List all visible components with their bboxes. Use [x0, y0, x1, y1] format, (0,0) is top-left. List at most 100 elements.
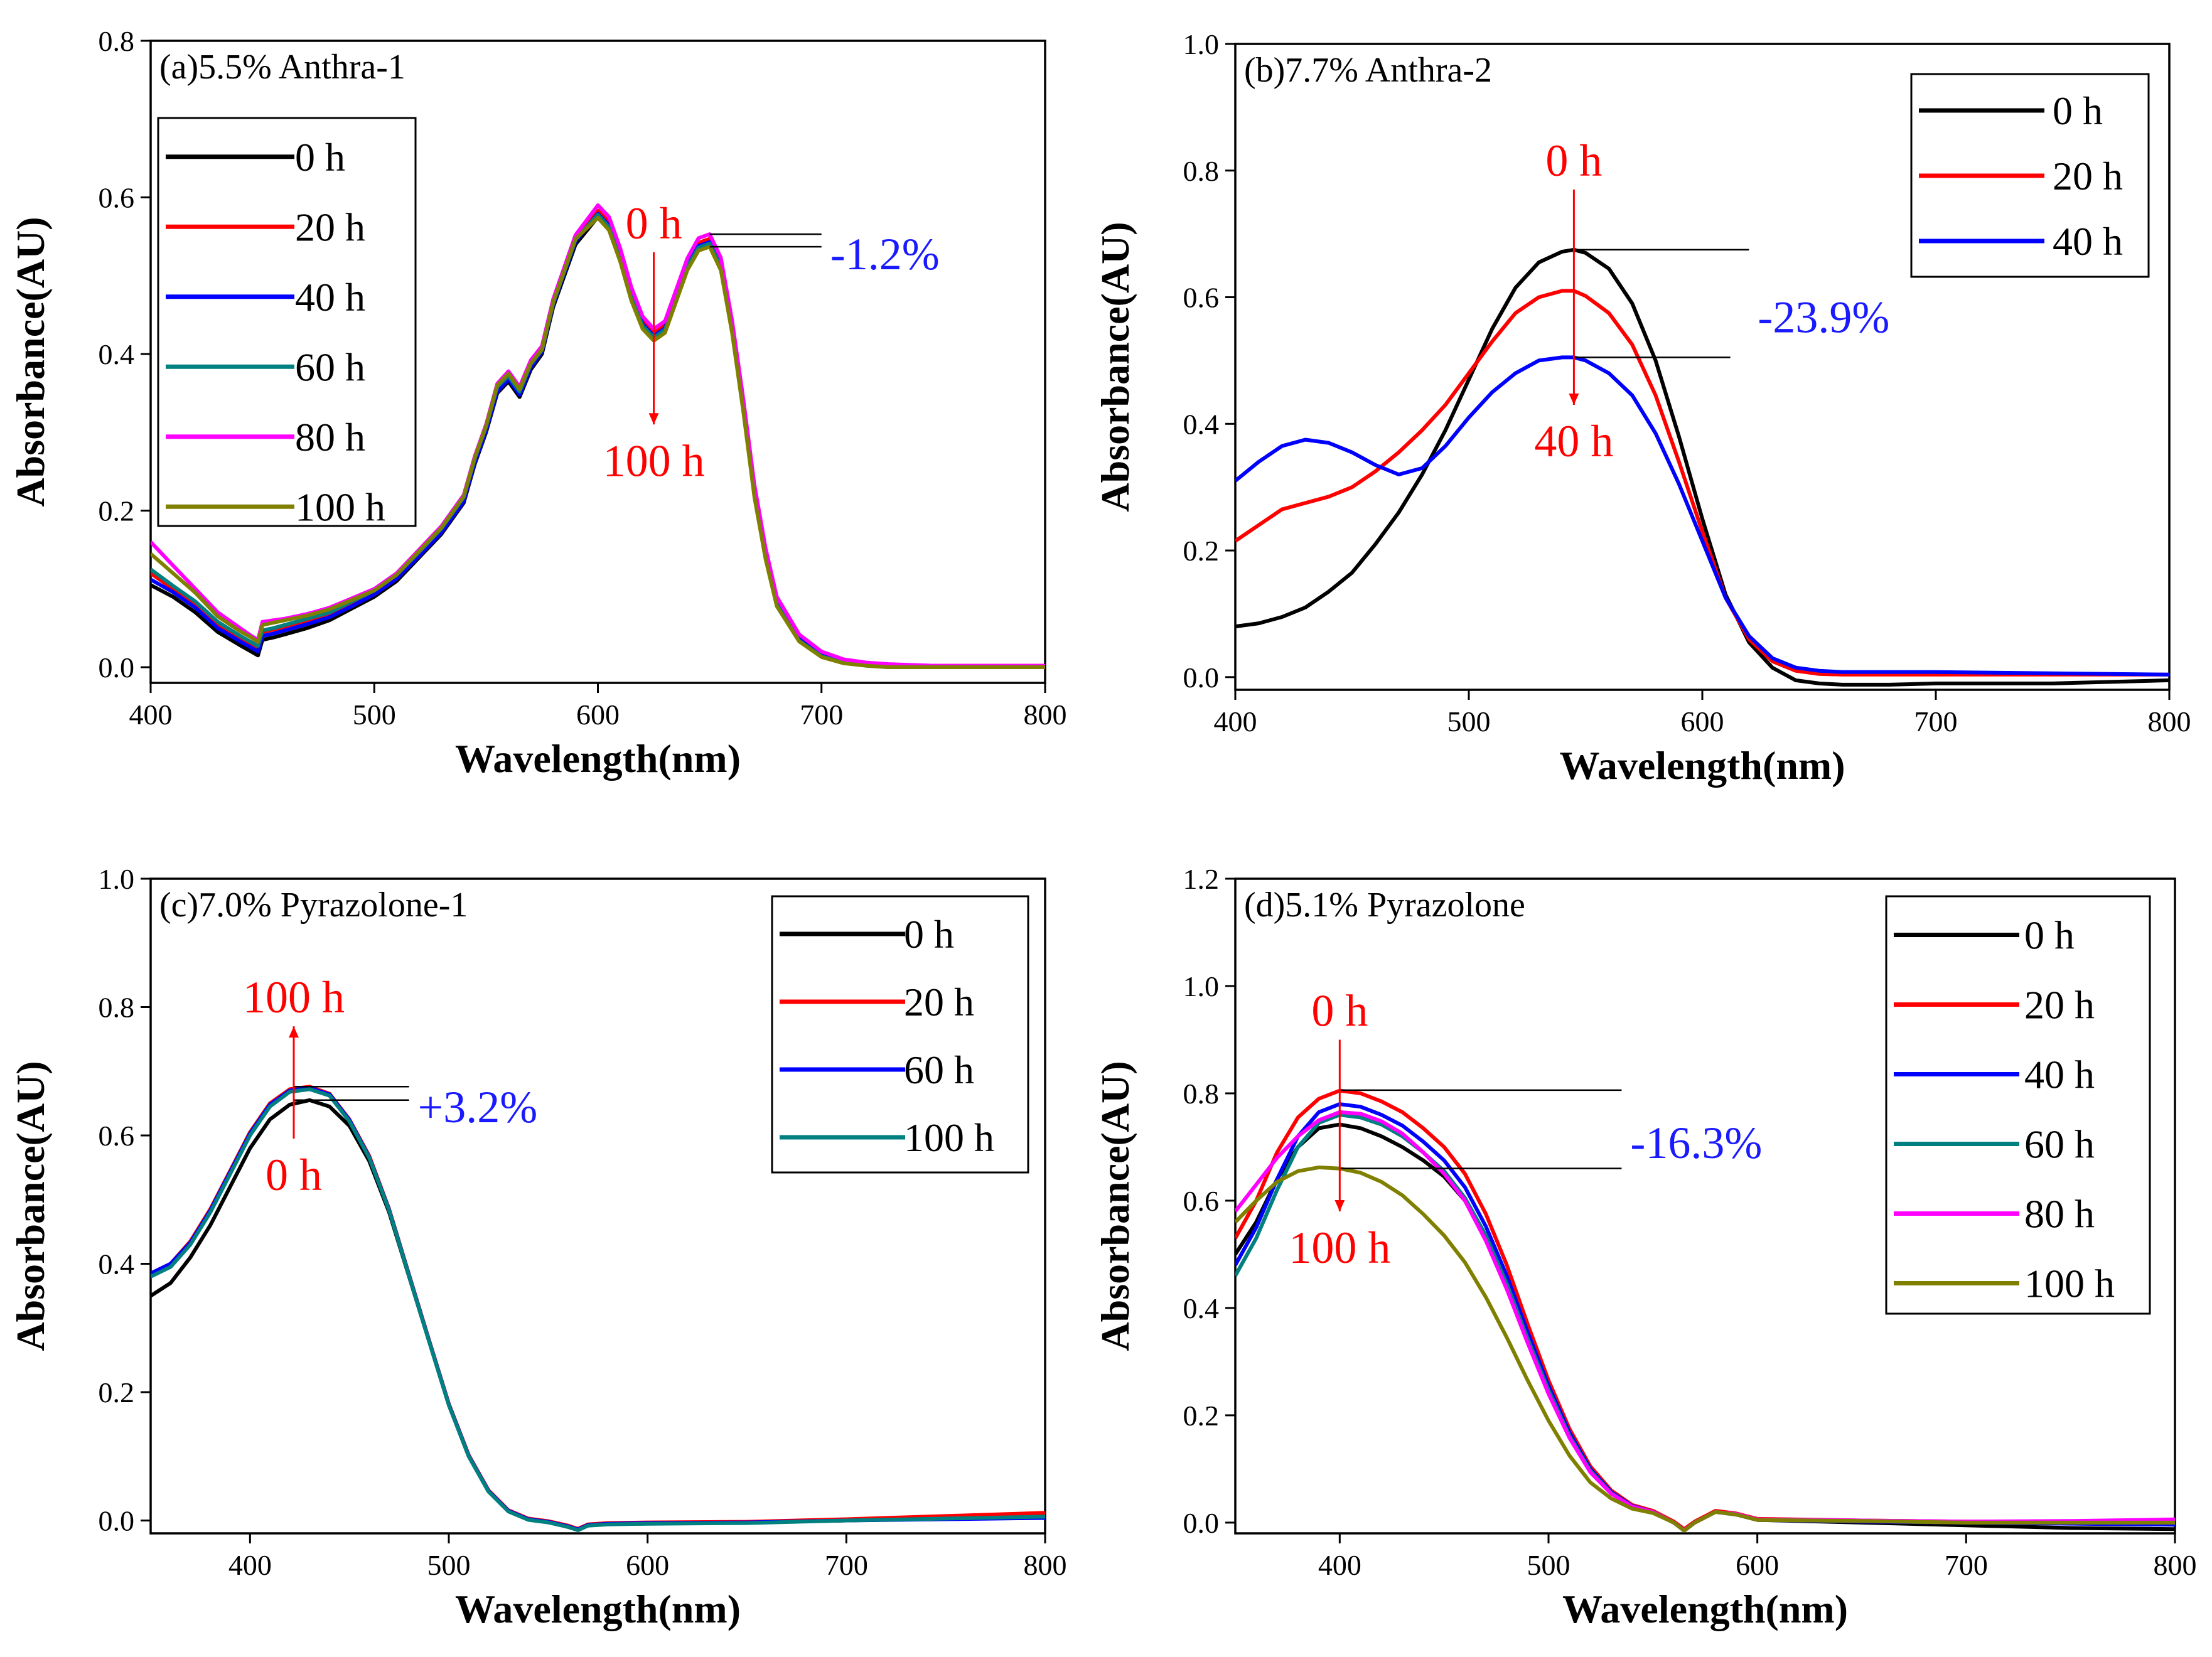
y-tick-label: 0.6: [99, 182, 135, 214]
x-axis-title: Wavelength(nm): [455, 1587, 741, 1631]
x-axis-title: Wavelength(nm): [455, 736, 741, 781]
y-tick-label: 0.0: [99, 652, 135, 684]
y-axis-title: Absorbance(AU): [8, 1061, 53, 1351]
series-line-100h: [151, 1087, 1045, 1532]
legend-label: 100 h: [295, 485, 385, 529]
annotation-start-label: 100 h: [243, 972, 345, 1022]
chart-panel-c: 400 500 600 700 800 0.0 0.2 0.4 0.6 0.8 1.0 Wavelen…: [8, 863, 1067, 1631]
x-tick-label: 800: [2154, 1549, 2197, 1581]
y-tick-label: 0.8: [99, 25, 135, 57]
y-tick-label: 0.8: [1183, 1078, 1220, 1110]
x-tick-label: 800: [1024, 699, 1067, 731]
legend-label: 60 h: [904, 1048, 974, 1092]
x-tick-label: 500: [427, 1549, 471, 1581]
x-tick-label: 700: [1914, 705, 1958, 737]
x-tick-label: 600: [1681, 705, 1724, 737]
panel-title: (b)7.7% Anthra-2: [1244, 51, 1492, 90]
x-tick-label: 800: [2148, 705, 2191, 737]
x-tick-label: 700: [800, 699, 843, 731]
annotation-start-label: 0 h: [1545, 136, 1602, 186]
x-tick-label: 500: [353, 699, 396, 731]
y-tick-label: 1.0: [1183, 28, 1220, 60]
legend-label: 80 h: [2024, 1192, 2095, 1236]
y-tick-label: 0.0: [1183, 662, 1220, 694]
y-tick-label: 0.0: [99, 1505, 135, 1537]
legend-label: 40 h: [2053, 219, 2123, 264]
change-arrowhead: [1334, 1200, 1345, 1212]
x-tick-label: 400: [129, 699, 173, 731]
y-tick-label: 0.4: [99, 1248, 135, 1280]
series-group: [1235, 247, 2169, 687]
y-tick-label: 0.2: [99, 1376, 135, 1408]
change-arrowhead: [648, 413, 659, 425]
x-tick-label: 400: [1318, 1549, 1361, 1581]
legend-label: 40 h: [2024, 1053, 2095, 1097]
x-tick-label: 400: [228, 1549, 272, 1581]
y-tick-label: 0.2: [1183, 535, 1220, 567]
x-tick-label: 500: [1447, 705, 1491, 737]
x-tick-label: 600: [626, 1549, 669, 1581]
plot-frame: [149, 877, 1046, 1535]
percent-change-label: +3.2%: [418, 1082, 538, 1132]
y-tick-label: 0.6: [1183, 1185, 1220, 1217]
x-tick-label: 500: [1527, 1549, 1570, 1581]
y-tick-label: 0.4: [99, 338, 135, 370]
legend-label: 20 h: [295, 205, 365, 249]
plot-frame: [1234, 877, 2176, 1535]
y-tick-label: 0.2: [1183, 1400, 1220, 1432]
series-line-40h: [1235, 355, 2169, 677]
legend-box: [157, 117, 417, 527]
y-tick-label: 0.6: [99, 1120, 135, 1152]
legend-label: 40 h: [295, 275, 365, 319]
y-tick-label: 1.0: [99, 863, 135, 895]
legend-label: 20 h: [904, 980, 974, 1024]
chart-panel-a: 400 500 600 700 800 0.0 0.2 0.4 0.6 0.8 Wavelength…: [8, 25, 1067, 781]
change-arrowhead: [1569, 394, 1579, 405]
x-axis-title: Wavelength(nm): [1562, 1587, 1848, 1631]
x-tick-label: 600: [1736, 1549, 1779, 1581]
y-tick-label: 0.6: [1183, 282, 1220, 314]
y-axis-title: Absorbance(AU): [1093, 222, 1137, 512]
legend-label: 80 h: [295, 415, 365, 459]
legend-label: 0 h: [2053, 88, 2103, 133]
y-tick-label: 0.8: [99, 992, 135, 1024]
change-arrowhead: [289, 1026, 299, 1038]
chart-panel-b: 400 500 600 700 800 0.0 0.2 0.4 0.6 0.8 1.0 Wavelen…: [1093, 28, 2191, 788]
legend-box: [771, 895, 1029, 1174]
series-line-0h: [1235, 247, 2169, 687]
percent-change-label: -23.9%: [1758, 292, 1889, 343]
x-tick-label: 600: [576, 699, 620, 731]
annotation-start-label: 0 h: [1311, 985, 1368, 1036]
legend-label: 100 h: [2024, 1262, 2115, 1306]
x-tick-label: 800: [1024, 1549, 1067, 1581]
y-tick-label: 0.4: [1183, 408, 1220, 440]
y-tick-label: 0.0: [1183, 1507, 1220, 1539]
series-group: [151, 1085, 1045, 1532]
annotation-end-label: 40 h: [1534, 416, 1613, 466]
y-tick-label: 0.8: [1183, 155, 1220, 187]
legend-label: 60 h: [295, 345, 365, 389]
legend-label: 60 h: [2024, 1122, 2095, 1167]
legend-label: 20 h: [2024, 983, 2095, 1027]
x-tick-label: 400: [1214, 705, 1257, 737]
x-tick-label: 700: [825, 1549, 868, 1581]
legend-label: 20 h: [2053, 154, 2123, 198]
y-tick-label: 0.4: [1183, 1292, 1220, 1324]
annotation-end-label: 100 h: [603, 436, 705, 486]
annotation-end-label: 0 h: [266, 1150, 322, 1200]
panel-title: (c)7.0% Pyrazolone-1: [159, 886, 468, 925]
legend-label: 0 h: [904, 912, 954, 957]
y-axis-title: Absorbance(AU): [1093, 1061, 1137, 1351]
y-axis-title: Absorbance(AU): [8, 217, 53, 507]
percent-change-label: -16.3%: [1630, 1118, 1762, 1168]
panel-title: (a)5.5% Anthra-1: [159, 48, 405, 87]
legend-label: 100 h: [904, 1115, 994, 1160]
y-tick-label: 0.2: [99, 495, 135, 527]
series-line-20h: [1235, 289, 2169, 677]
percent-change-label: -1.2%: [830, 229, 940, 279]
legend-box: [1885, 895, 2151, 1315]
annotation-end-label: 100 h: [1289, 1223, 1390, 1273]
x-tick-label: 700: [1945, 1549, 1988, 1581]
series-group: [151, 203, 1045, 669]
